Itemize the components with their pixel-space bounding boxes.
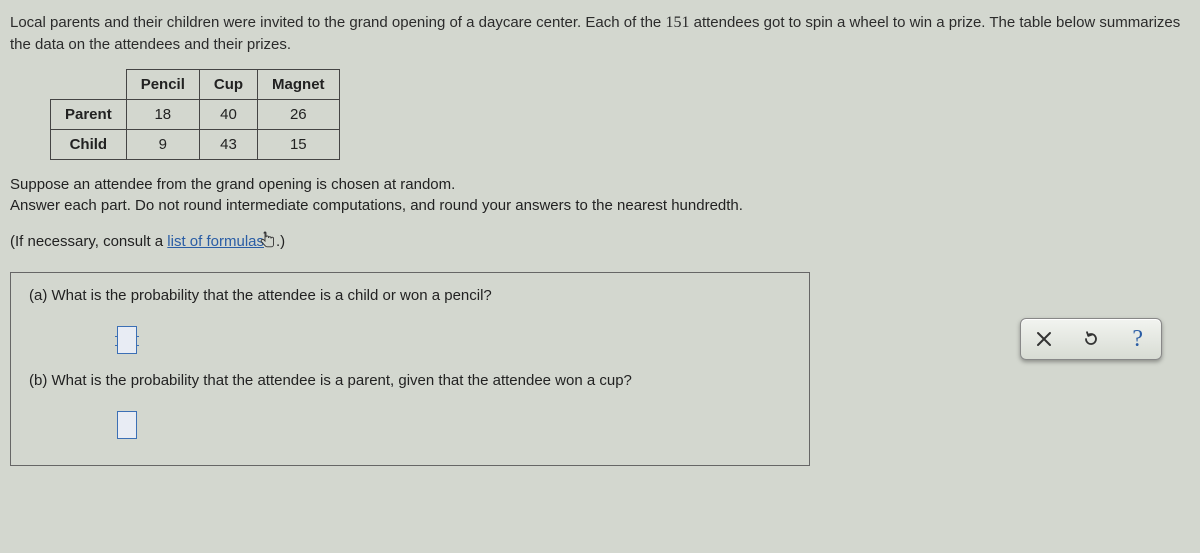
action-toolbar: ? bbox=[1020, 318, 1162, 360]
cell-child-magnet: 15 bbox=[258, 130, 340, 160]
col-cup: Cup bbox=[199, 70, 257, 100]
instructions: Suppose an attendee from the grand openi… bbox=[10, 174, 1190, 216]
formulas-link[interactable]: list of formulas bbox=[167, 233, 264, 250]
table-row: Parent 18 40 26 bbox=[51, 100, 340, 130]
col-pencil: Pencil bbox=[126, 70, 199, 100]
instr-line1: Suppose an attendee from the grand openi… bbox=[10, 176, 455, 193]
note-prefix: (If necessary, consult a bbox=[10, 233, 167, 250]
help-icon: ? bbox=[1132, 326, 1143, 353]
attendee-count: 151 bbox=[665, 14, 689, 31]
cell-parent-pencil: 18 bbox=[126, 100, 199, 130]
intro-text-1: Local parents and their children were in… bbox=[10, 14, 665, 31]
answer-a-input[interactable] bbox=[117, 326, 137, 354]
cell-child-pencil: 9 bbox=[126, 130, 199, 160]
answer-b-input[interactable] bbox=[117, 411, 137, 439]
table-corner bbox=[51, 70, 127, 100]
formula-note: (If necessary, consult a list of formula… bbox=[10, 228, 1190, 252]
question-b: (b) What is the probability that the att… bbox=[29, 372, 791, 439]
note-suffix: .) bbox=[276, 233, 285, 250]
undo-icon bbox=[1082, 330, 1100, 348]
hand-cursor-icon bbox=[260, 231, 276, 255]
cell-child-cup: 43 bbox=[199, 130, 257, 160]
cell-parent-cup: 40 bbox=[199, 100, 257, 130]
row-child-label: Child bbox=[51, 130, 127, 160]
help-button[interactable]: ? bbox=[1118, 320, 1158, 358]
cell-parent-magnet: 26 bbox=[258, 100, 340, 130]
prize-table: Pencil Cup Magnet Parent 18 40 26 Child … bbox=[50, 69, 340, 160]
question-b-text: (b) What is the probability that the att… bbox=[29, 372, 791, 389]
answer-panel: (a) What is the probability that the att… bbox=[10, 272, 810, 466]
problem-intro: Local parents and their children were in… bbox=[10, 12, 1190, 55]
reset-button[interactable] bbox=[1071, 320, 1111, 358]
question-a: (a) What is the probability that the att… bbox=[29, 287, 791, 354]
question-a-text: (a) What is the probability that the att… bbox=[29, 287, 791, 304]
col-magnet: Magnet bbox=[258, 70, 340, 100]
row-parent-label: Parent bbox=[51, 100, 127, 130]
close-icon bbox=[1036, 331, 1052, 347]
clear-button[interactable] bbox=[1024, 320, 1064, 358]
table-row: Child 9 43 15 bbox=[51, 130, 340, 160]
instr-line2: Answer each part. Do not round intermedi… bbox=[10, 197, 743, 214]
